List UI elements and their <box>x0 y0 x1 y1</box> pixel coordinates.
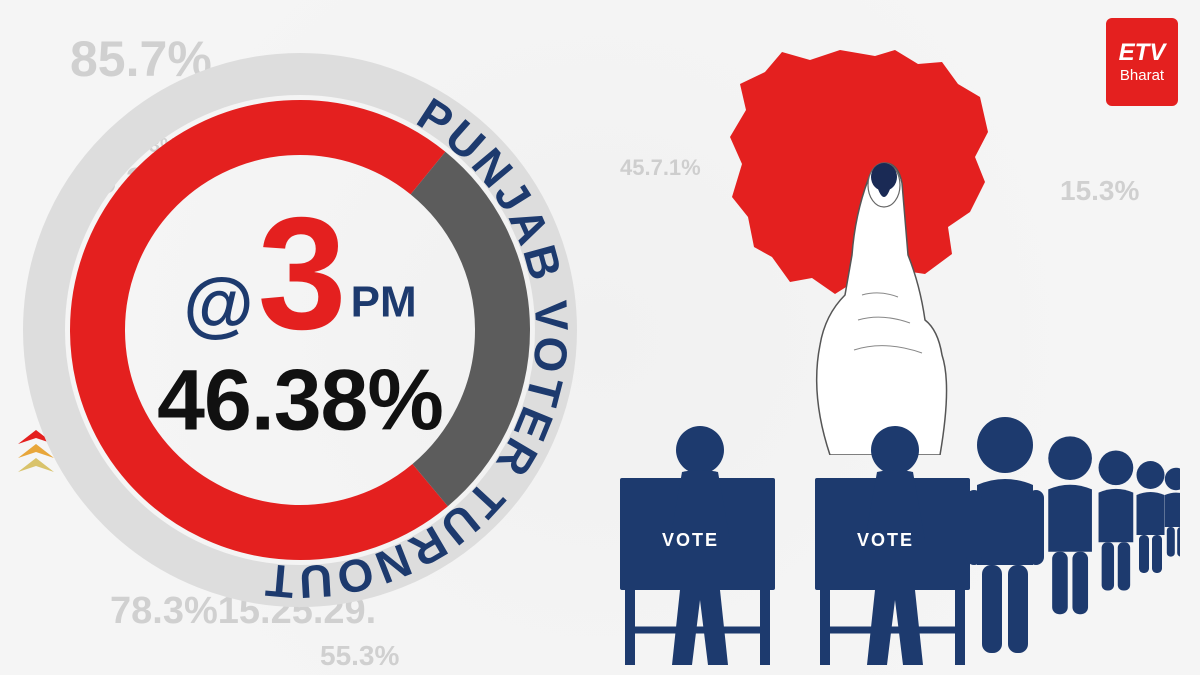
percentage-value: 46.38% <box>157 352 443 451</box>
voting-finger-icon <box>770 155 990 455</box>
logo-top-text: ETV <box>1119 41 1166 65</box>
etv-bharat-logo: ETV Bharat <box>1106 18 1178 106</box>
logo-bottom-text: Bharat <box>1120 67 1164 84</box>
voter-queue-icon <box>960 405 1180 655</box>
time-suffix: PM <box>351 278 417 328</box>
booth-1-label: VOTE <box>662 530 719 551</box>
at-symbol: @ <box>183 264 253 346</box>
time-hour: 3 <box>258 210 347 338</box>
center-stats: @ 3 PM 46.38% <box>157 210 443 451</box>
turnout-donut-chart: PUNJAB VOTER TURNOUT @ 3 PM 46.38% <box>20 50 580 610</box>
booth-2-label: VOTE <box>857 530 914 551</box>
